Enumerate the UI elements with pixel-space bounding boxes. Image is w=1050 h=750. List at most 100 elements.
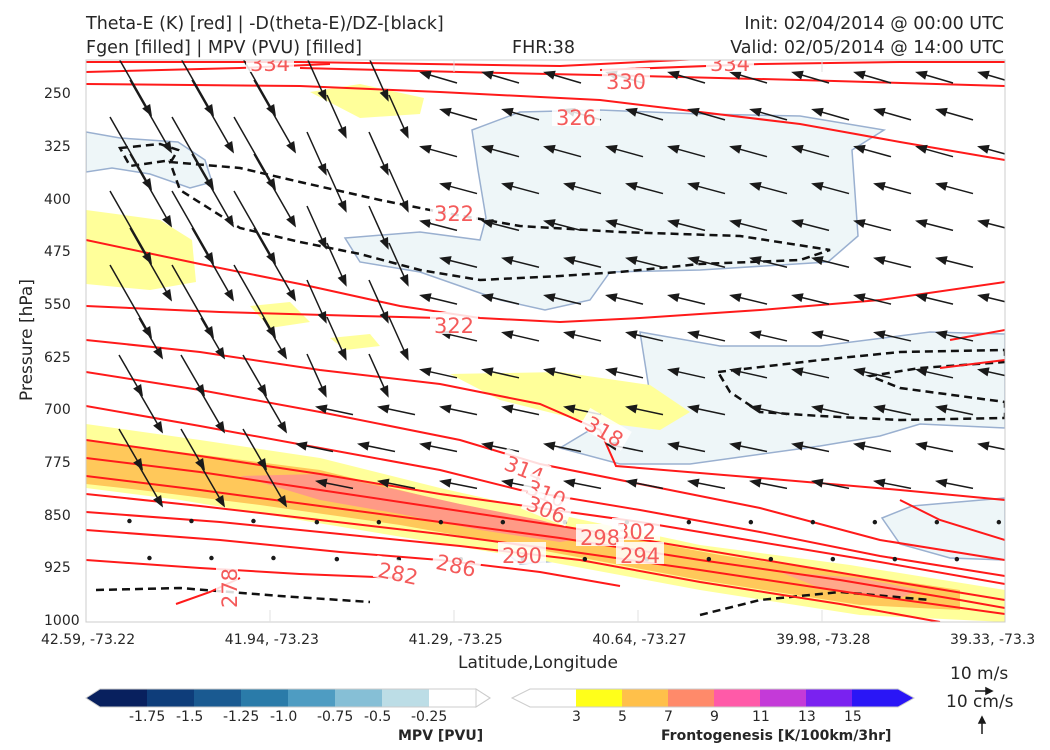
wind-vector-head xyxy=(153,420,164,434)
wind-vector xyxy=(872,519,878,525)
wind-vector-head xyxy=(625,107,638,117)
wind-vector-head xyxy=(277,346,288,360)
wind-vector-head xyxy=(215,346,226,360)
theta-e-contour-label: 322 xyxy=(434,202,474,226)
wind-vector xyxy=(934,519,940,525)
contour-label-background xyxy=(430,547,483,579)
wind-vector-head xyxy=(729,441,742,451)
wind-vector xyxy=(233,190,275,262)
wind-vector-head xyxy=(317,163,327,176)
wind-vector-head xyxy=(853,293,866,303)
contour-label-background xyxy=(616,542,664,564)
wind-vector xyxy=(500,519,506,525)
wind-vector xyxy=(233,264,275,336)
wind-vector-head xyxy=(337,200,347,213)
wind-vector-head xyxy=(379,237,389,250)
wind-vector-head xyxy=(481,70,494,80)
theta-e-contour-line xyxy=(599,61,1005,71)
wind-vector-head xyxy=(162,288,173,302)
theta-e-contour-label: 330 xyxy=(606,70,646,94)
wind-vector-head xyxy=(439,478,452,488)
wind-vector-head xyxy=(667,70,680,80)
wind-vector-head xyxy=(481,219,494,228)
wind-vector-head xyxy=(811,404,824,414)
wind-vector-head xyxy=(357,441,370,451)
wind-vector xyxy=(109,190,151,262)
y-tick-label: 250 xyxy=(44,86,71,103)
mpv-colorbar-swatch xyxy=(288,689,336,707)
forecast-hour: FHR:38 xyxy=(512,38,576,58)
wind-vector-head xyxy=(215,494,226,508)
wind-vector-head xyxy=(791,293,804,303)
wind-vector-head xyxy=(667,367,680,377)
wind-vector-head xyxy=(162,140,173,154)
contour-label-background xyxy=(602,68,650,90)
wind-vector-head xyxy=(687,330,700,340)
theta-e-contour-line xyxy=(86,60,701,68)
wind-vector-head xyxy=(915,144,928,154)
wind-vector-head xyxy=(749,107,762,117)
wind-vector-head xyxy=(563,182,576,191)
wind-vector-head xyxy=(977,367,990,377)
wind-vector-head xyxy=(915,70,928,80)
wind-vector xyxy=(180,60,213,114)
wind-vector-head xyxy=(873,107,886,117)
y-tick-label: 850 xyxy=(44,507,71,524)
wind-vector-head xyxy=(419,367,432,377)
wind-vector-head xyxy=(687,182,700,191)
wind-vector xyxy=(233,116,275,188)
chart-title-line-2: Fgen [filled] | MPV (PVU) [filled] xyxy=(86,38,362,58)
wind-vector xyxy=(253,153,295,225)
theta-e-contour-line xyxy=(86,457,1005,601)
plot-frame xyxy=(85,59,1006,623)
contour-label-background xyxy=(430,200,478,222)
wind-vector-head xyxy=(977,441,990,451)
theta-e-contour-label: 278 xyxy=(218,568,242,608)
wind-vector xyxy=(171,264,213,336)
wind-vector xyxy=(892,556,898,562)
wind-vector-head xyxy=(399,200,409,213)
wind-vector-head xyxy=(853,70,866,80)
theta-e-contour-label: 286 xyxy=(434,550,478,582)
contour-label-background xyxy=(706,60,754,72)
frontogenesis-colorbar-swatch xyxy=(760,689,807,707)
wind-vector-head xyxy=(133,457,144,471)
mpv-colorbar-tick: -0.5 xyxy=(364,709,392,725)
mpv-colorbar-extend-high xyxy=(475,688,491,708)
wind-vector-head xyxy=(379,311,389,324)
mpv-colorbar-swatch xyxy=(335,689,383,707)
frontogenesis-colorbar-swatch xyxy=(668,689,715,707)
theta-e-contour-label: 298 xyxy=(580,526,620,550)
wind-vector-head xyxy=(543,70,556,80)
wind-vector xyxy=(830,556,836,562)
wind-vector-head xyxy=(935,330,948,340)
wind-vector xyxy=(706,556,712,562)
wind-vector-head xyxy=(977,293,990,303)
wind-vector-head xyxy=(439,182,452,191)
theta-e-contour-line xyxy=(86,239,1005,324)
mpv-colorbar-tick: -1.0 xyxy=(270,709,298,725)
wind-vector-head xyxy=(419,144,432,154)
wind-vector-head xyxy=(286,140,297,154)
wind-vector-head xyxy=(977,144,990,154)
wind-legend-vertical: 10 cm/s xyxy=(946,692,1014,712)
wind-vector-head xyxy=(377,404,390,414)
wind-vector xyxy=(376,519,382,525)
wind-vector-head xyxy=(625,478,638,488)
wind-vector xyxy=(127,518,132,524)
wind-vector-head xyxy=(935,107,948,117)
wind-vector-head xyxy=(687,107,700,117)
wind-vector-head xyxy=(915,293,928,303)
y-tick-label: 700 xyxy=(44,402,71,419)
wind-vector xyxy=(242,60,275,114)
wind-vector-head xyxy=(501,478,514,488)
wind-vector-head xyxy=(195,457,206,471)
frontogenesis-colorbar-tick: 15 xyxy=(844,709,862,725)
frontogenesis-colorbar-swatch xyxy=(576,689,623,707)
mpv-colorbar-swatch xyxy=(147,689,195,707)
frontogenesis-colorbar-tick: 9 xyxy=(710,709,719,725)
fgen-band-salmon-2 xyxy=(780,572,920,598)
frontogenesis-colorbar-swatch xyxy=(622,689,669,707)
wind-vector-head xyxy=(729,70,742,80)
